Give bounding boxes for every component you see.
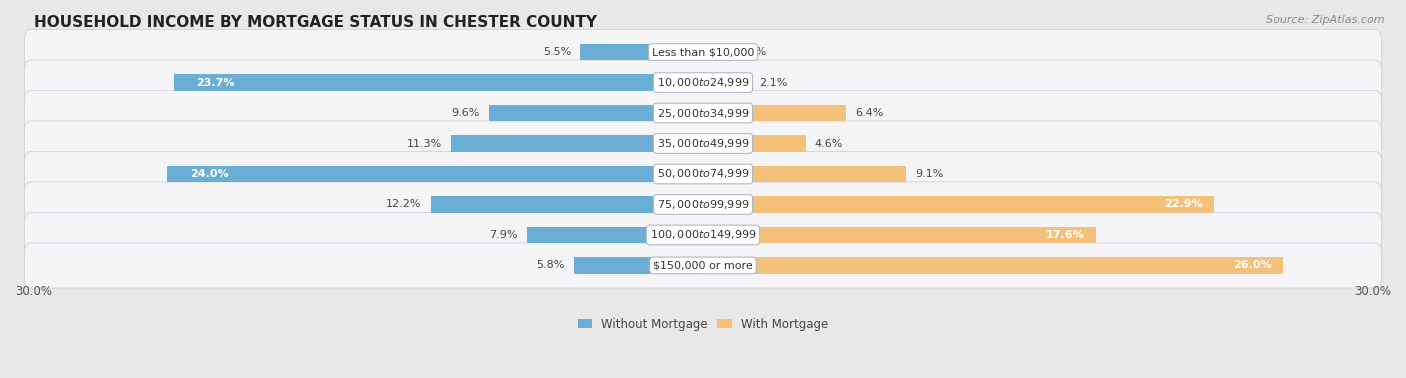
Bar	[703, 257, 1284, 274]
Text: 26.0%: 26.0%	[1233, 260, 1272, 270]
FancyBboxPatch shape	[24, 212, 1382, 257]
Text: HOUSEHOLD INCOME BY MORTGAGE STATUS IN CHESTER COUNTY: HOUSEHOLD INCOME BY MORTGAGE STATUS IN C…	[34, 15, 596, 30]
Text: 24.0%: 24.0%	[190, 169, 228, 179]
FancyBboxPatch shape	[24, 121, 1382, 166]
Bar	[703, 196, 1213, 213]
FancyBboxPatch shape	[24, 90, 1382, 136]
Bar	[703, 105, 846, 121]
Bar	[451, 135, 703, 152]
Text: 23.7%: 23.7%	[197, 77, 235, 88]
Text: Source: ZipAtlas.com: Source: ZipAtlas.com	[1267, 15, 1385, 25]
Bar	[527, 226, 703, 243]
Text: $150,000 or more: $150,000 or more	[654, 260, 752, 270]
Text: $75,000 to $99,999: $75,000 to $99,999	[657, 198, 749, 211]
Bar	[703, 135, 806, 152]
Bar	[703, 44, 721, 60]
FancyBboxPatch shape	[24, 152, 1382, 197]
FancyBboxPatch shape	[24, 243, 1382, 288]
Text: 5.8%: 5.8%	[536, 260, 565, 270]
Text: 4.6%: 4.6%	[814, 138, 844, 149]
Bar	[703, 74, 749, 91]
Bar	[489, 105, 703, 121]
Text: $25,000 to $34,999: $25,000 to $34,999	[657, 107, 749, 119]
Text: $100,000 to $149,999: $100,000 to $149,999	[650, 228, 756, 242]
Text: 6.4%: 6.4%	[855, 108, 883, 118]
Text: 5.5%: 5.5%	[543, 47, 571, 57]
Text: Less than $10,000: Less than $10,000	[652, 47, 754, 57]
Bar	[703, 166, 905, 182]
Text: 9.1%: 9.1%	[915, 169, 943, 179]
Bar	[574, 257, 703, 274]
Bar	[430, 196, 703, 213]
Text: 0.85%: 0.85%	[731, 47, 766, 57]
Text: 2.1%: 2.1%	[759, 77, 787, 88]
Text: $50,000 to $74,999: $50,000 to $74,999	[657, 167, 749, 181]
Text: 22.9%: 22.9%	[1164, 200, 1204, 209]
Text: 11.3%: 11.3%	[406, 138, 441, 149]
Bar	[581, 44, 703, 60]
Bar	[703, 226, 1095, 243]
FancyBboxPatch shape	[24, 60, 1382, 105]
Bar	[174, 74, 703, 91]
Bar	[167, 166, 703, 182]
Text: 7.9%: 7.9%	[489, 230, 517, 240]
Text: 17.6%: 17.6%	[1046, 230, 1084, 240]
FancyBboxPatch shape	[24, 182, 1382, 227]
Text: $35,000 to $49,999: $35,000 to $49,999	[657, 137, 749, 150]
Legend: Without Mortgage, With Mortgage: Without Mortgage, With Mortgage	[578, 318, 828, 331]
Text: 12.2%: 12.2%	[387, 200, 422, 209]
Text: 9.6%: 9.6%	[451, 108, 479, 118]
FancyBboxPatch shape	[24, 29, 1382, 74]
Text: $10,000 to $24,999: $10,000 to $24,999	[657, 76, 749, 89]
